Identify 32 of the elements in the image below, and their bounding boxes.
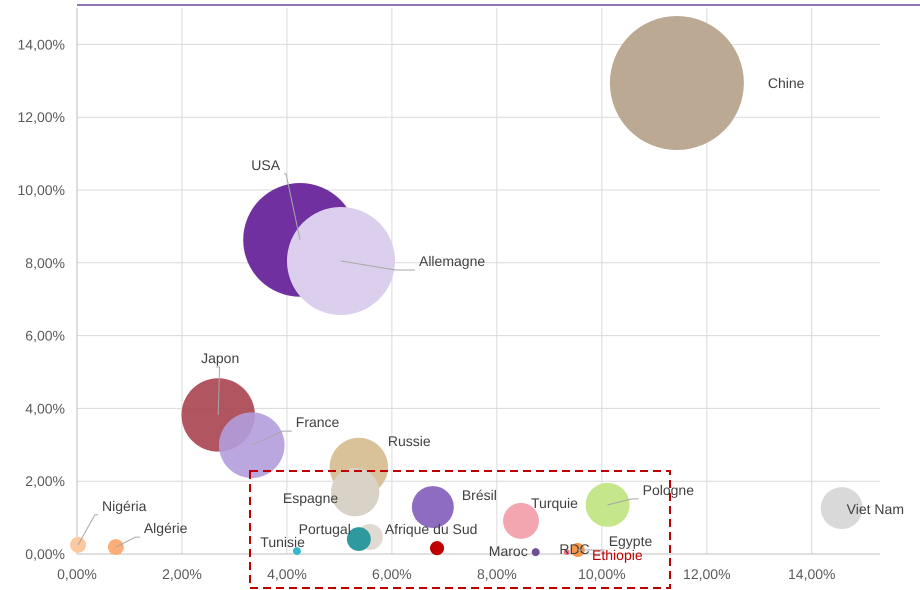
series-label: Chine <box>768 74 805 91</box>
x-tick-label: 12,00% <box>683 566 731 582</box>
series-label: Viet Nam <box>846 501 904 518</box>
series-label: USA <box>251 156 281 173</box>
series-label: Japon <box>201 350 240 366</box>
series-label: Turquie <box>531 494 578 511</box>
y-tick-label: 8,00% <box>25 254 65 271</box>
series-label: Espagne <box>282 490 338 506</box>
series-label: Allemagne <box>418 252 486 269</box>
x-tick-label: 2,00% <box>162 566 202 582</box>
y-tick-label: 12,00% <box>18 109 65 126</box>
series-label: Brésil <box>462 487 497 504</box>
x-tick-label: 4,00% <box>267 566 307 582</box>
x-tick-label: 14,00% <box>788 566 836 582</box>
x-tick-label: 6,00% <box>372 566 412 582</box>
y-tick-label: 14,00% <box>18 36 65 52</box>
series-label: Egypte <box>608 532 652 549</box>
y-tick-label: 0,00% <box>25 546 65 562</box>
series-label: Algérie <box>144 520 188 536</box>
x-tick-label: 0,00% <box>57 566 97 582</box>
series-label: Pologne <box>642 482 694 498</box>
series-label: Afrique du Sud <box>384 520 478 537</box>
y-tick-label: 2,00% <box>25 473 65 490</box>
series-label: France <box>296 414 340 430</box>
y-tick-label: 10,00% <box>18 182 65 198</box>
text: Nigéria <box>102 498 147 514</box>
series-label: Russie <box>388 433 431 450</box>
x-tick-label: 8,00% <box>477 566 517 582</box>
x-tick-label: 10,00% <box>578 566 626 582</box>
y-tick-label: 6,00% <box>25 328 65 344</box>
series-label: Maroc <box>488 543 528 560</box>
y-tick-label: 4,00% <box>25 400 65 416</box>
